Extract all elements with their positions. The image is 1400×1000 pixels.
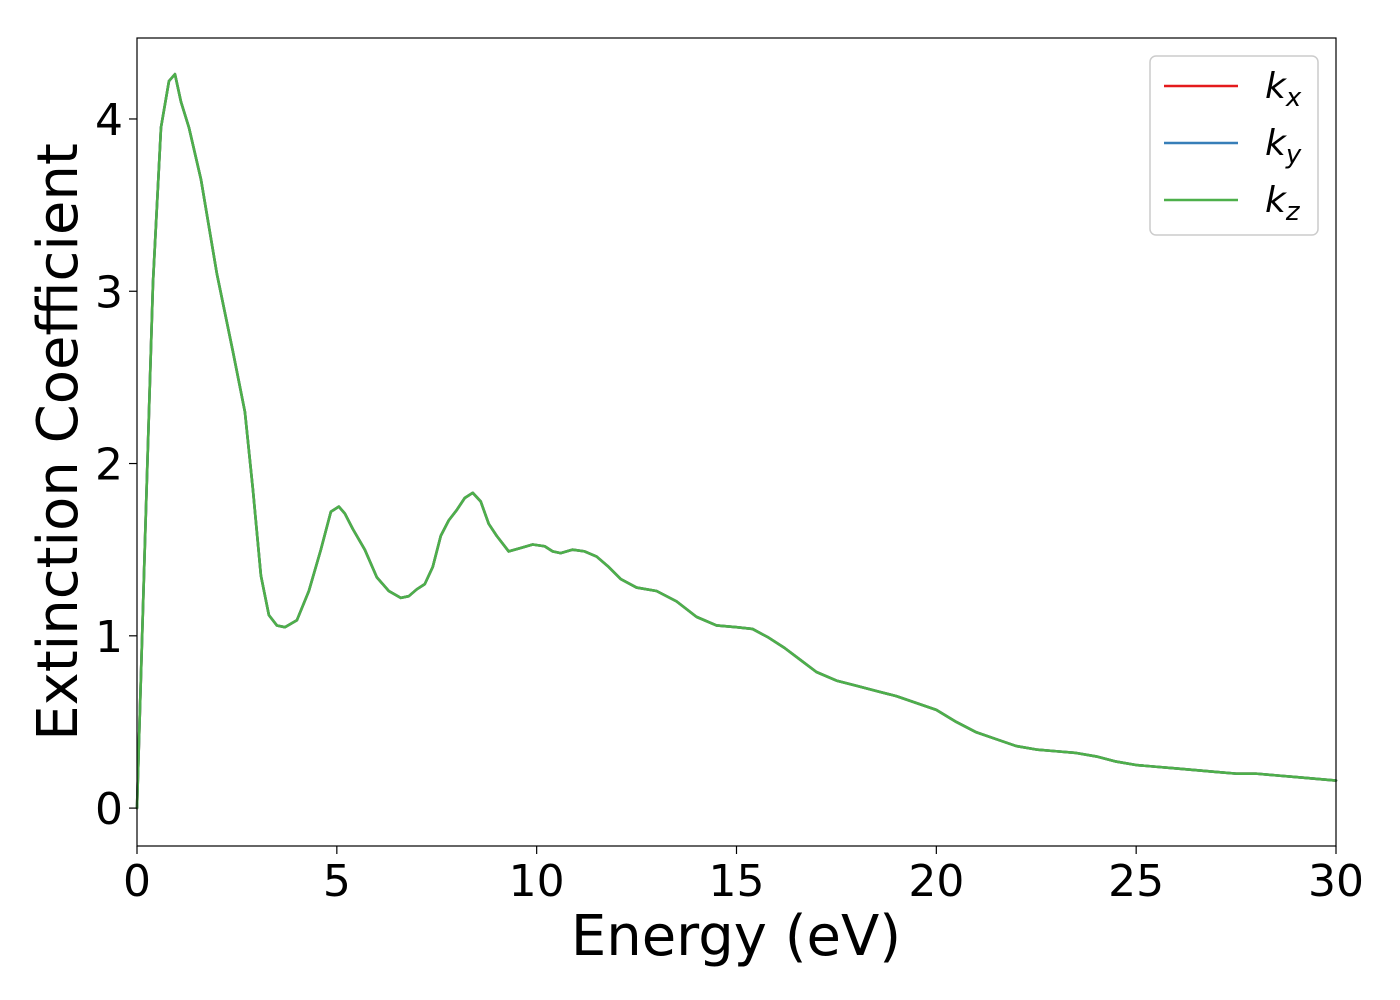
y-tick-label: 1 — [95, 612, 123, 663]
x-tick-label: 15 — [709, 856, 765, 907]
y-axis-ticks: 0 1 2 3 4 — [95, 95, 137, 835]
x-tick-label: 10 — [509, 856, 565, 907]
legend-label-ky: ky — [1265, 123, 1302, 170]
legend-box — [1149, 55, 1319, 236]
y-tick-label: 4 — [95, 95, 123, 146]
x-axis-ticks: 0 5 10 15 20 25 30 — [123, 846, 1364, 907]
x-axis-label: Energy (eV) — [571, 904, 901, 969]
plot-lines — [135, 72, 1338, 810]
legend-label-kz: kz — [1265, 180, 1301, 227]
legend-label-kx: kx — [1265, 66, 1302, 113]
x-tick-label: 30 — [1308, 856, 1364, 907]
y-tick-label: 2 — [95, 440, 123, 491]
x-tick-label: 20 — [908, 856, 964, 907]
x-tick-label: 25 — [1108, 856, 1164, 907]
legend: kx ky kz — [1149, 55, 1319, 236]
y-tick-label: 0 — [95, 784, 123, 835]
y-tick-label: 3 — [95, 267, 123, 318]
legend-items: kx ky kz — [1164, 66, 1302, 227]
x-tick-label: 5 — [323, 856, 351, 907]
series-line-kz — [135, 72, 1338, 810]
y-axis-label: Extinction Coefficient — [26, 143, 91, 741]
x-tick-label: 0 — [123, 856, 151, 907]
